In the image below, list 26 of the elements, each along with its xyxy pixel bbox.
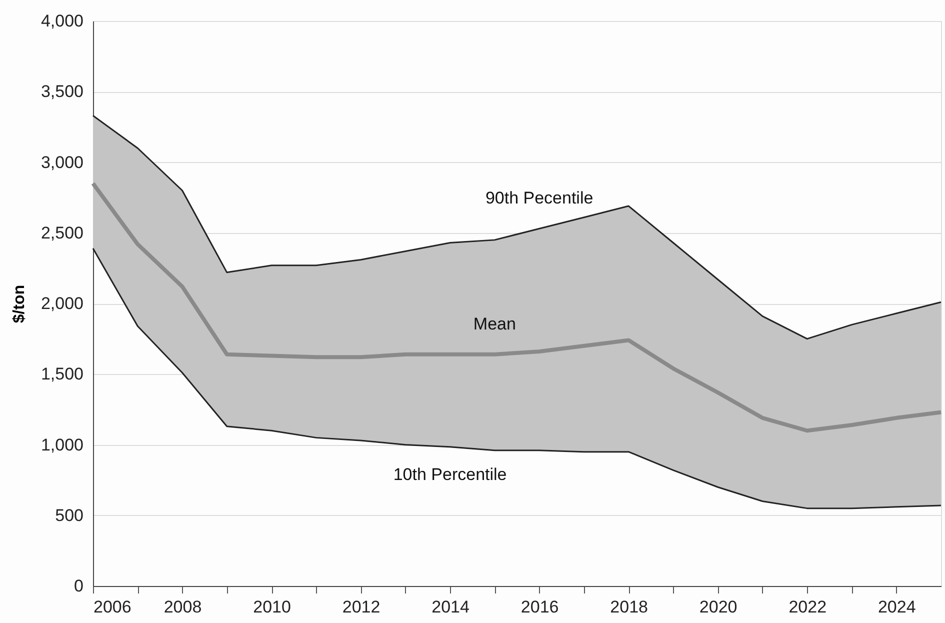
x-tick-label: 2024 — [878, 598, 916, 616]
x-tick-label: 2008 — [164, 598, 202, 616]
y-axis-title: $/ton — [10, 284, 28, 324]
y-tick-label: 500 — [55, 506, 84, 525]
line-series — [92, 248, 942, 510]
x-tick-label: 2022 — [788, 598, 827, 616]
series-label: 10th Percentile — [393, 464, 507, 484]
x-tick-label: 2018 — [610, 598, 648, 616]
y-tick-label: 2,000 — [40, 294, 84, 313]
y-tick-label: 2,500 — [40, 223, 84, 242]
x-tick-label: 2010 — [253, 598, 291, 616]
line-series — [92, 114, 942, 340]
x-tick-label: 2016 — [520, 598, 559, 616]
y-tick-label: 1,000 — [40, 435, 84, 454]
x-tick-label: 2006 — [94, 598, 132, 616]
y-tick-label: 4,000 — [40, 12, 84, 30]
series-label: Mean — [473, 314, 516, 334]
x-tick-label: 2014 — [432, 598, 470, 616]
y-tick-label: 1,500 — [40, 364, 84, 384]
line-series — [91, 181, 943, 433]
series-label: 90th Pecentile — [485, 188, 594, 208]
y-tick-label: 3,500 — [40, 82, 84, 102]
x-tick-label: 2020 — [699, 598, 738, 616]
y-tick-label: 0 — [74, 576, 84, 596]
x-tick-label: 2012 — [342, 598, 380, 616]
y-tick-label: 3,000 — [40, 152, 84, 172]
